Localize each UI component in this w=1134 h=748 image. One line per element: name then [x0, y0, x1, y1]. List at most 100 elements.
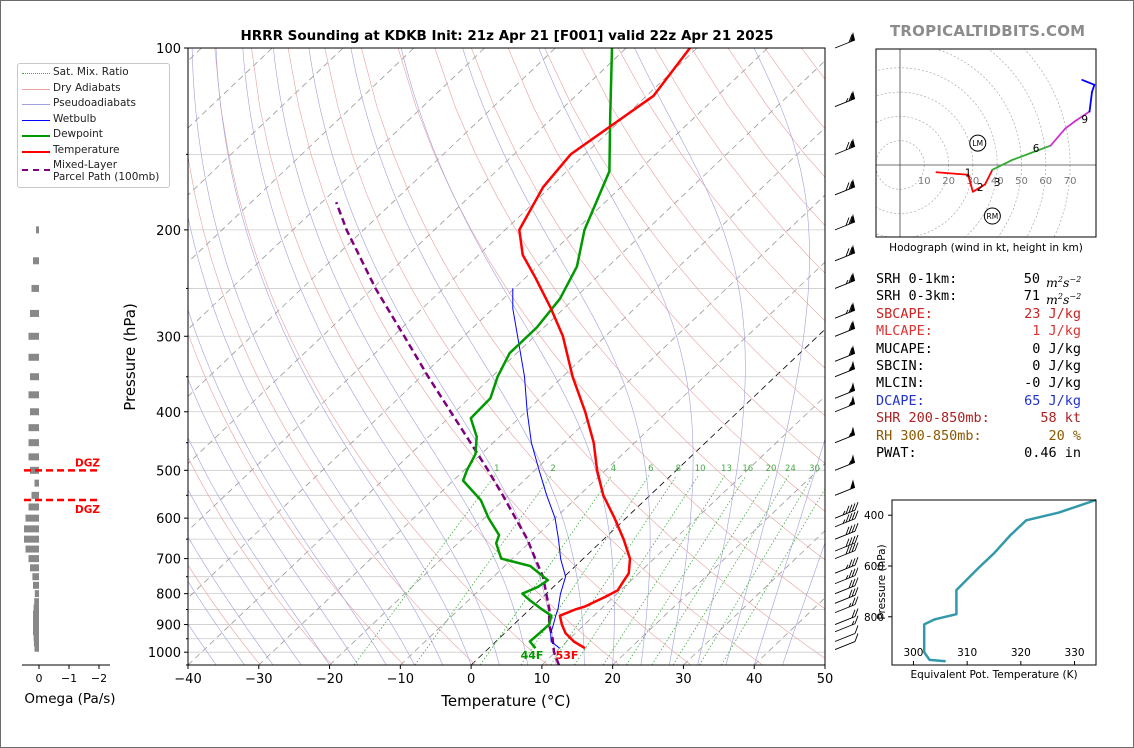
- omega-bar: [33, 257, 39, 265]
- omega-tick-label: −2: [91, 672, 107, 685]
- dry-adiabat-line: [251, 48, 620, 665]
- mixing-ratio-label: 10: [695, 464, 706, 474]
- pseudoadiabat-line: [782, 542, 825, 665]
- stat-value: 65 J/kg: [1024, 392, 1081, 409]
- wind-barb: [834, 479, 856, 496]
- stat-label: SBCIN:: [876, 357, 925, 374]
- stat-label: SRH 0-1km:: [876, 271, 958, 287]
- x-tick-label: −40: [174, 672, 201, 687]
- hodograph-ring-label: 50: [1015, 176, 1028, 187]
- mixing-ratio-line: [414, 475, 552, 665]
- pseudoadiabat-line: [188, 580, 245, 665]
- dry-adiabat-line: [581, 48, 825, 369]
- theta-e-x-tick-label: 310: [957, 647, 977, 659]
- hodograph-height-label: 9: [1081, 114, 1088, 126]
- omega-bar: [30, 309, 39, 317]
- dry-adiabat-line: [188, 155, 476, 665]
- stat-value: 58 kt: [1040, 410, 1081, 427]
- temperature-profile: [518, 48, 691, 650]
- legend-swatch: [22, 119, 50, 121]
- omega-bar: [34, 644, 39, 652]
- omega-bar: [33, 622, 39, 630]
- wind-barb: [834, 534, 859, 552]
- wind-barb: [834, 557, 859, 574]
- legend-swatch: [22, 88, 50, 90]
- dry-adiabat-line: [507, 48, 825, 464]
- pseudoadiabat-line: [188, 536, 274, 665]
- y-tick-label: 500: [156, 464, 181, 479]
- pseudoadiabat-line: [188, 215, 415, 665]
- wind-barb: [834, 454, 856, 471]
- stat-value: 71: [1023, 288, 1040, 305]
- x-tick-label: 30: [675, 672, 692, 687]
- x-tick-label: 50: [817, 672, 834, 687]
- dry-adiabat-line: [188, 332, 405, 665]
- hodograph-storm-motion-marker: LM: [969, 134, 987, 152]
- hodograph-ring-label: 40: [991, 176, 1004, 187]
- legend-label: Mixed-Layer Parcel Path (100mb): [53, 159, 160, 183]
- stat-unit: m2s−2: [1046, 275, 1082, 291]
- isotherm-line: [188, 48, 768, 599]
- legend-label: Wetbulb: [53, 112, 97, 125]
- hodograph-height-label: 1: [965, 167, 972, 179]
- wind-barb: [834, 138, 856, 155]
- wind-barb: [834, 625, 859, 642]
- stat-label: MUCAPE:: [876, 340, 933, 357]
- x-tick-label: −30: [245, 672, 272, 687]
- legend-label: Temperature: [53, 143, 120, 156]
- wind-barb: [834, 608, 859, 625]
- theta-e-x-tick-label: 300: [903, 647, 923, 659]
- stat-label: SHR 200-850mb:: [876, 410, 990, 427]
- mixing-ratio-line: [602, 475, 726, 665]
- legend-label: Dry Adiabats: [53, 81, 121, 94]
- brand-watermark: TROPICALTIDBITS.COM: [890, 22, 1086, 40]
- mixing-ratio-label: 4: [611, 464, 616, 474]
- wind-barb: [834, 90, 856, 107]
- dry-adiabat-line: [324, 48, 763, 665]
- omega-bar: [31, 491, 39, 499]
- dgz-label: DGZ: [75, 457, 100, 469]
- y-tick-label: 800: [156, 588, 181, 603]
- y-axis-label: Pressure (hPa): [121, 303, 139, 411]
- stat-label: PWAT:: [876, 444, 917, 461]
- stat-label: SBCAPE:: [876, 305, 933, 322]
- hodograph-trace-segment: [967, 173, 974, 193]
- mixed-layer-parcel-path-mb--profile: [335, 201, 561, 665]
- omega-bar: [33, 610, 39, 618]
- wind-barb: [834, 395, 856, 413]
- pseudoadiabat-line: [188, 378, 359, 665]
- stat-row: SHR 200-850mb: 58 kt: [876, 410, 1116, 427]
- omega-bar: [34, 598, 39, 606]
- pseudoadiabat-line: [188, 488, 302, 665]
- mixing-ratio-line: [721, 488, 825, 665]
- y-tick-label: 1000: [148, 646, 181, 661]
- stat-label: MLCAPE:: [876, 323, 933, 340]
- skew-t-panel: 1 2 4 6 8 10 13 16 20 24 30 36 −40 −30 −20 −10 0 10 20 30 4…: [121, 32, 859, 710]
- x-tick-label: −20: [316, 672, 343, 687]
- hodograph-trace-segment: [1030, 144, 1052, 154]
- hodograph-caption: Hodograph (wind in kt, height in km): [889, 242, 1083, 254]
- stat-value: 0 J/kg: [1032, 340, 1081, 357]
- hodograph-trace-segment: [935, 171, 969, 176]
- omega-axis-label: Omega (Pa/s): [24, 691, 115, 707]
- dry-adiabat-line: [397, 48, 825, 610]
- mixing-ratio-line: [479, 475, 612, 665]
- legend-label: Sat. Mix. Ratio: [53, 66, 129, 78]
- omega-bar: [30, 564, 39, 572]
- wind-barb: [834, 523, 859, 540]
- storm-motion-label: LM: [972, 139, 983, 148]
- pseudoadiabat-line: [188, 308, 387, 665]
- dry-adiabat-line: [544, 48, 825, 417]
- legend-label: Pseudoadiabats: [53, 97, 136, 109]
- legend-label: Dewpoint: [53, 128, 103, 140]
- stat-row: MLCIN: -0 J/kg: [876, 375, 1116, 392]
- mixing-ratio-line: [353, 475, 496, 665]
- mixing-ratio-line: [550, 475, 677, 665]
- y-tick-label: 400: [156, 406, 181, 421]
- omega-bar: [28, 332, 39, 340]
- isotherm-line: [188, 60, 825, 665]
- wind-barb: [834, 320, 856, 337]
- omega-bar: [25, 514, 39, 522]
- chart-title: HRRR Sounding at KDKB Init: 21z Apr 21 […: [240, 28, 773, 44]
- hodograph-panel: 10 20 30 40 50 60 70 12 3 6 9 LM RM Hodograph (wind …: [875, 48, 1097, 254]
